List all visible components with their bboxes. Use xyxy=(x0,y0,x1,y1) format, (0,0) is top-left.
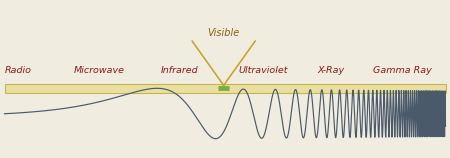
Text: Gamma Ray: Gamma Ray xyxy=(374,66,432,75)
Text: Ultraviolet: Ultraviolet xyxy=(238,66,288,75)
Text: Infrared: Infrared xyxy=(161,66,199,75)
Text: Radio: Radio xyxy=(4,66,32,75)
Text: X-Ray: X-Ray xyxy=(317,66,344,75)
Text: Visible: Visible xyxy=(207,28,240,38)
Bar xyxy=(4,84,446,93)
Text: Microwave: Microwave xyxy=(73,66,125,75)
